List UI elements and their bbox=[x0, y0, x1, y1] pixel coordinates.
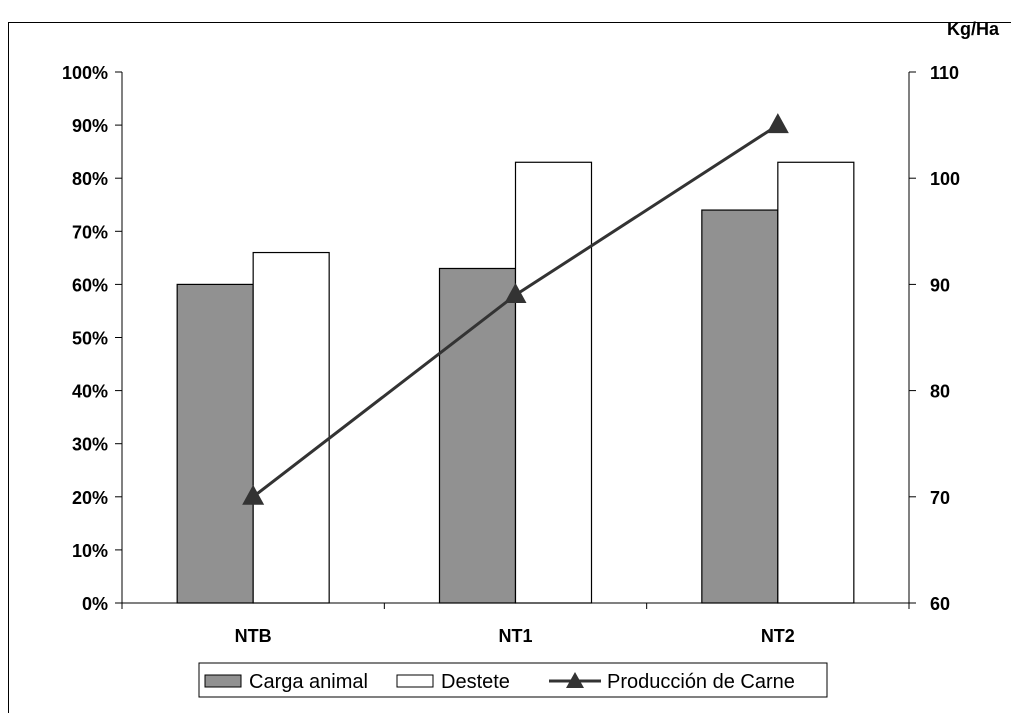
left-y-tick-label: 80% bbox=[72, 169, 108, 189]
bar-destete-ntb bbox=[252, 251, 330, 604]
bar-carga-animal-ntb bbox=[176, 283, 254, 604]
left-y-tick-label: 0% bbox=[82, 594, 108, 614]
left-y-tick-label: 20% bbox=[72, 488, 108, 508]
right-y-tick-label: 80 bbox=[930, 382, 950, 402]
legend-label-carga-animal: Carga animal bbox=[249, 671, 368, 693]
marker-produccion-nt2 bbox=[766, 113, 789, 134]
legend: Carga animal Destete Producción de Carne bbox=[198, 662, 828, 698]
legend-box bbox=[198, 662, 828, 698]
x-tick-label-ntb: NTB bbox=[235, 626, 272, 646]
left-y-tick-label: 70% bbox=[72, 222, 108, 242]
left-y-tick-label: 10% bbox=[72, 541, 108, 561]
chart-frame bbox=[8, 22, 1011, 713]
legend-swatch-destete bbox=[396, 674, 434, 688]
left-y-tick-label: 30% bbox=[72, 435, 108, 455]
plot-area: NTB NT1 NT2 0% 10% 20% 30% 40% 50% 60% 70% 80% 90% 10… bbox=[62, 19, 1000, 646]
x-tick-label-nt2: NT2 bbox=[761, 626, 795, 646]
right-y-tick-label: 60 bbox=[930, 594, 950, 614]
legend-swatch-carga-animal bbox=[204, 674, 242, 688]
legend-label-destete: Destete bbox=[441, 671, 510, 693]
right-y-tick-label: 70 bbox=[930, 488, 950, 508]
left-y-tick-label: 60% bbox=[72, 275, 108, 295]
bar-destete-nt1 bbox=[514, 161, 593, 604]
legend-label-produccion: Producción de Carne bbox=[607, 671, 795, 693]
bar-destete-nt2 bbox=[777, 161, 855, 604]
right-y-tick-label: 100 bbox=[930, 169, 960, 189]
legend-swatch-marker bbox=[566, 672, 584, 688]
left-y-tick-label: 50% bbox=[72, 329, 108, 349]
x-tick-label-nt1: NT1 bbox=[498, 626, 532, 646]
left-y-tick-label: 100% bbox=[62, 63, 108, 83]
left-y-tick-label: 90% bbox=[72, 116, 108, 136]
marker-produccion-nt1 bbox=[504, 283, 527, 304]
right-y-axis-label: Kg/Ha bbox=[947, 19, 1000, 39]
bar-carga-animal-nt2 bbox=[701, 209, 779, 604]
right-y-tick-label: 110 bbox=[930, 63, 959, 83]
right-y-tick-label: 90 bbox=[930, 275, 950, 295]
left-y-tick-label: 40% bbox=[72, 382, 108, 402]
marker-produccion-ntb bbox=[242, 484, 265, 505]
bar-carga-animal-nt1 bbox=[438, 267, 517, 604]
